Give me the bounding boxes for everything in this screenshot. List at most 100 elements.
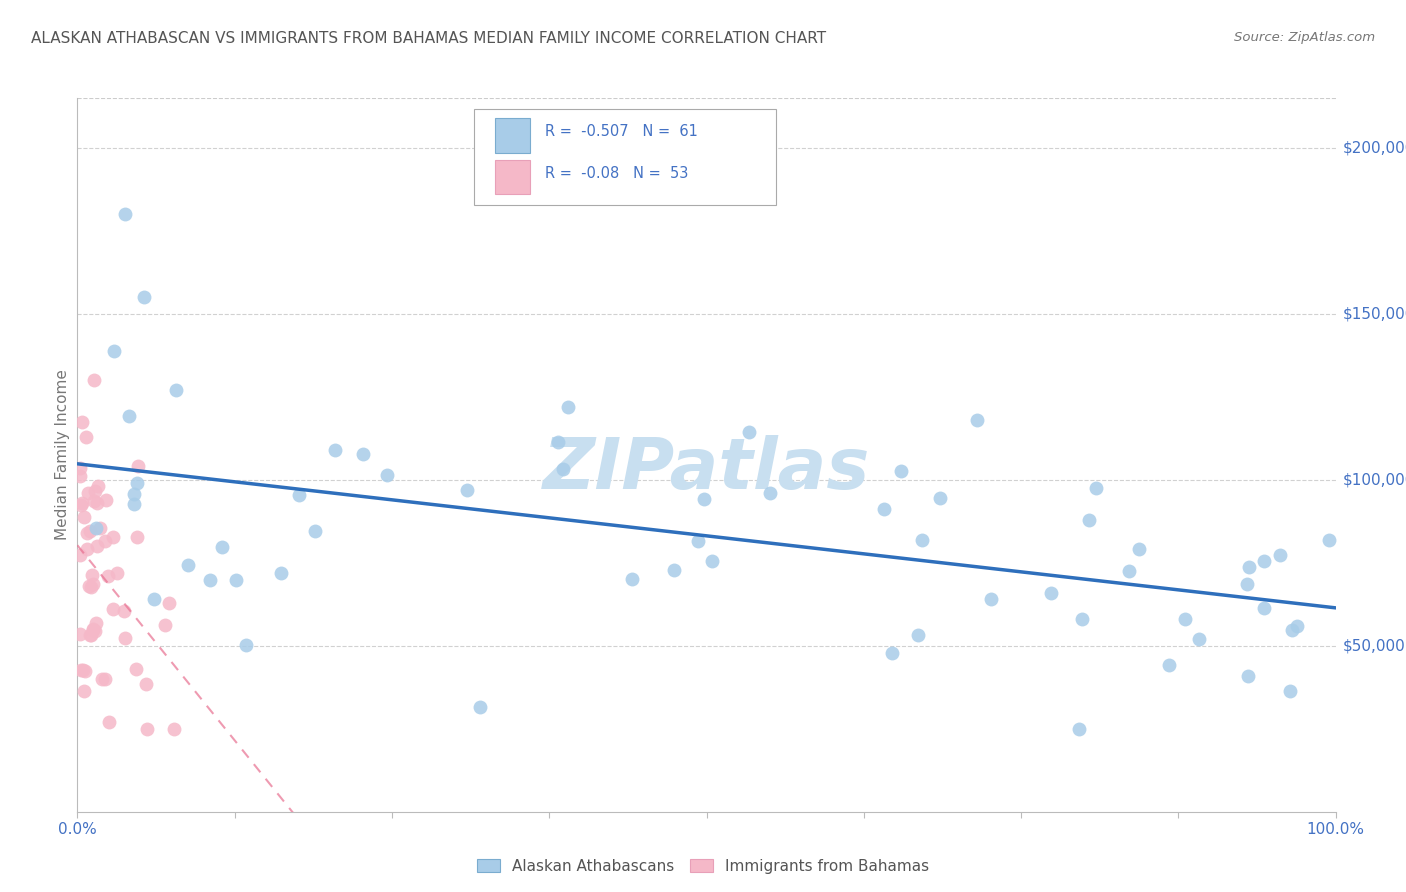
Point xyxy=(72,664,94,678)
Point xyxy=(134,677,156,691)
Point xyxy=(101,602,124,616)
Point xyxy=(70,415,93,429)
Point xyxy=(122,498,145,512)
Point xyxy=(1278,684,1301,698)
Point xyxy=(80,580,103,594)
Point xyxy=(77,578,100,592)
Point xyxy=(664,563,686,577)
Point xyxy=(127,530,149,544)
Point xyxy=(270,566,292,580)
Point xyxy=(157,597,180,611)
Point xyxy=(76,525,98,540)
Point xyxy=(86,496,108,510)
Point xyxy=(69,460,91,475)
Point xyxy=(165,384,187,398)
Point xyxy=(352,447,374,461)
Point xyxy=(702,554,724,568)
Point xyxy=(873,502,896,516)
Point xyxy=(94,672,117,686)
Point xyxy=(82,568,104,582)
Point xyxy=(83,493,105,508)
Point xyxy=(621,573,644,587)
Point xyxy=(80,628,103,642)
Point xyxy=(127,459,149,474)
FancyBboxPatch shape xyxy=(495,161,530,194)
Point xyxy=(82,576,104,591)
Text: R =  -0.507   N =  61: R = -0.507 N = 61 xyxy=(546,124,699,138)
Point xyxy=(132,290,155,304)
Text: ZIPatlas: ZIPatlas xyxy=(543,434,870,504)
Point xyxy=(688,533,710,548)
Point xyxy=(1118,564,1140,578)
Point xyxy=(177,558,200,573)
Point xyxy=(83,373,105,387)
Point xyxy=(738,425,761,440)
Point xyxy=(76,542,98,557)
Point xyxy=(142,592,165,607)
Point xyxy=(225,574,247,588)
Point xyxy=(758,486,780,500)
Point xyxy=(1317,533,1340,547)
Point xyxy=(69,548,91,562)
Point xyxy=(69,627,91,641)
Point xyxy=(96,493,118,508)
Point xyxy=(1253,601,1275,615)
Point xyxy=(693,492,716,507)
Point xyxy=(1067,722,1090,736)
Text: $150,000: $150,000 xyxy=(1343,306,1406,321)
Point xyxy=(200,573,222,587)
Text: R =  -0.08   N =  53: R = -0.08 N = 53 xyxy=(546,166,689,180)
Point xyxy=(1253,554,1275,568)
Point xyxy=(1236,577,1258,591)
Point xyxy=(1077,513,1099,527)
Text: $200,000: $200,000 xyxy=(1343,140,1406,155)
Point xyxy=(163,722,186,736)
Point xyxy=(98,714,121,729)
Point xyxy=(557,400,579,414)
Point xyxy=(1188,632,1211,646)
Point xyxy=(153,618,176,632)
Point xyxy=(69,499,91,513)
Point xyxy=(103,344,125,359)
Point xyxy=(73,510,96,524)
Point xyxy=(375,468,398,483)
Point xyxy=(288,488,311,502)
Point xyxy=(323,442,346,457)
Text: $100,000: $100,000 xyxy=(1343,472,1406,487)
Text: Source: ZipAtlas.com: Source: ZipAtlas.com xyxy=(1234,31,1375,45)
Point xyxy=(84,624,107,639)
Point xyxy=(79,628,101,642)
Point xyxy=(890,464,912,478)
Legend: Alaskan Athabascans, Immigrants from Bahamas: Alaskan Athabascans, Immigrants from Bah… xyxy=(471,853,935,880)
Point xyxy=(979,591,1001,606)
Point xyxy=(73,684,96,698)
Point xyxy=(77,486,100,500)
Y-axis label: Median Family Income: Median Family Income xyxy=(55,369,70,541)
Point xyxy=(112,604,135,618)
Text: $50,000: $50,000 xyxy=(1343,639,1406,653)
Point xyxy=(84,483,107,498)
Point xyxy=(1237,560,1260,574)
Point xyxy=(114,631,136,645)
Point xyxy=(82,622,104,636)
Point xyxy=(75,429,97,443)
Point xyxy=(235,638,257,652)
Point xyxy=(84,616,107,631)
Point xyxy=(101,530,124,544)
Point xyxy=(135,722,157,736)
Point xyxy=(880,646,903,660)
Point xyxy=(122,487,145,501)
Point xyxy=(75,664,97,678)
Point xyxy=(1159,658,1181,673)
Point xyxy=(69,469,91,483)
Point xyxy=(907,628,929,642)
Point xyxy=(1070,612,1092,626)
Point xyxy=(84,520,107,534)
Point xyxy=(1281,624,1303,638)
Point xyxy=(125,662,148,676)
Text: ALASKAN ATHABASCAN VS IMMIGRANTS FROM BAHAMAS MEDIAN FAMILY INCOME CORRELATION C: ALASKAN ATHABASCAN VS IMMIGRANTS FROM BA… xyxy=(31,31,827,46)
Point xyxy=(1285,619,1308,633)
Point xyxy=(547,434,569,449)
Point xyxy=(1174,612,1197,626)
Point xyxy=(929,491,952,506)
